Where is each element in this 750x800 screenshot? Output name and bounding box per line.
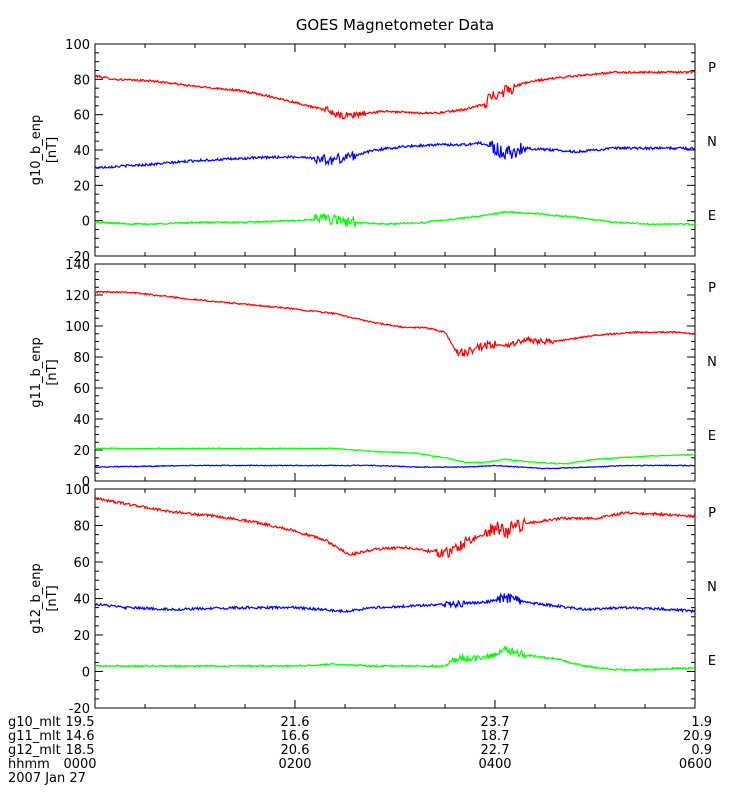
panel-3: -20 0 20 40 60 80 100 g12_b_enp [nT] P N E (29, 483, 717, 717)
series-line-p (94, 69, 696, 120)
x-tick-value: 23.7 (481, 715, 510, 730)
y-tick-label: 20 (73, 444, 90, 459)
x-row-label: g11_mlt (8, 729, 61, 744)
panel-1: -20 0 20 40 60 80 100 g10_b_enp [nT] P N E (29, 38, 717, 265)
legend-label-n: N (707, 580, 717, 595)
series-line-n (94, 140, 696, 170)
legend-label-n: N (707, 355, 717, 370)
panel-2: 0 20 40 60 80 100 120 140 g11_b_enp [nT] P N E (29, 258, 717, 490)
x-tick-value: 19.5 (66, 715, 95, 730)
x-row-label: g12_mlt (8, 743, 61, 758)
y-tick-label: 80 (73, 520, 90, 535)
y-tick-label: -20 (69, 250, 90, 265)
y-tick-label: 100 (65, 320, 90, 335)
x-tick-value: 1.9 (691, 715, 712, 730)
y-tick-label: 40 (73, 413, 90, 428)
x-tick-value: 16.6 (281, 729, 310, 744)
x-tick-value: 20.9 (683, 729, 712, 744)
legend-label-e: E (708, 654, 716, 669)
y-tick-label: 100 (65, 38, 90, 53)
y-tick-label: 20 (73, 179, 90, 194)
x-tick-value: 0.9 (691, 743, 712, 758)
series-line-e (95, 644, 696, 672)
x-tick-value: 21.6 (281, 715, 310, 730)
y-axis-unit: [nT] (45, 137, 60, 163)
x-tick-value: 0000 (63, 757, 96, 772)
y-axis-label: g10_b_enp (29, 115, 44, 186)
legend-label-n: N (707, 135, 717, 150)
x-tick-value: 22.7 (481, 743, 510, 758)
y-tick-label: 120 (65, 289, 90, 304)
x-tick-value: 18.5 (66, 743, 95, 758)
legend-label-e: E (708, 429, 716, 444)
y-tick-label: 60 (73, 556, 90, 571)
series-line-p (95, 290, 695, 358)
x-row-label: g10_mlt (8, 715, 61, 730)
y-tick-label: 20 (73, 629, 90, 644)
y-tick-label: 80 (73, 351, 90, 366)
y-tick-label: -20 (69, 702, 90, 717)
y-tick-label: 0 (82, 475, 90, 490)
series-line-e (94, 210, 696, 228)
y-tick-label: 0 (82, 215, 90, 230)
series-line-p (94, 496, 696, 559)
y-tick-label: 40 (73, 593, 90, 608)
legend-label-p: P (708, 61, 716, 76)
x-tick-value: 0600 (679, 757, 712, 772)
x-tick-value: 18.7 (481, 729, 510, 744)
legend-label-e: E (708, 209, 716, 224)
y-axis-unit: [nT] (45, 359, 60, 385)
y-axis-unit: [nT] (45, 585, 60, 611)
x-tick-value: 20.6 (281, 743, 310, 758)
legend-label-p: P (708, 281, 716, 296)
y-tick-label: 80 (73, 73, 90, 88)
panel-frame (94, 488, 696, 709)
y-tick-label: 60 (73, 109, 90, 124)
x-tick-value: 14.6 (66, 729, 95, 744)
legend-label-p: P (708, 506, 716, 521)
y-axis-label: g12_b_enp (29, 563, 44, 634)
x-tick-value: 0400 (478, 757, 511, 772)
y-tick-label: 140 (65, 258, 90, 273)
series-line-n (94, 447, 696, 465)
y-tick-label: 40 (73, 144, 90, 159)
y-axis-label: g11_b_enp (29, 337, 44, 408)
date-label: 2007 Jan 27 (8, 771, 86, 786)
x-row-label: hhmm (8, 757, 50, 772)
chart-title: GOES Magnetometer Data (296, 16, 494, 34)
y-tick-label: 100 (65, 483, 90, 498)
y-tick-label: 0 (82, 666, 90, 681)
series-line-e (94, 464, 696, 470)
x-tick-value: 0200 (278, 757, 311, 772)
series-line-n (94, 592, 696, 614)
y-tick-label: 60 (73, 382, 90, 397)
